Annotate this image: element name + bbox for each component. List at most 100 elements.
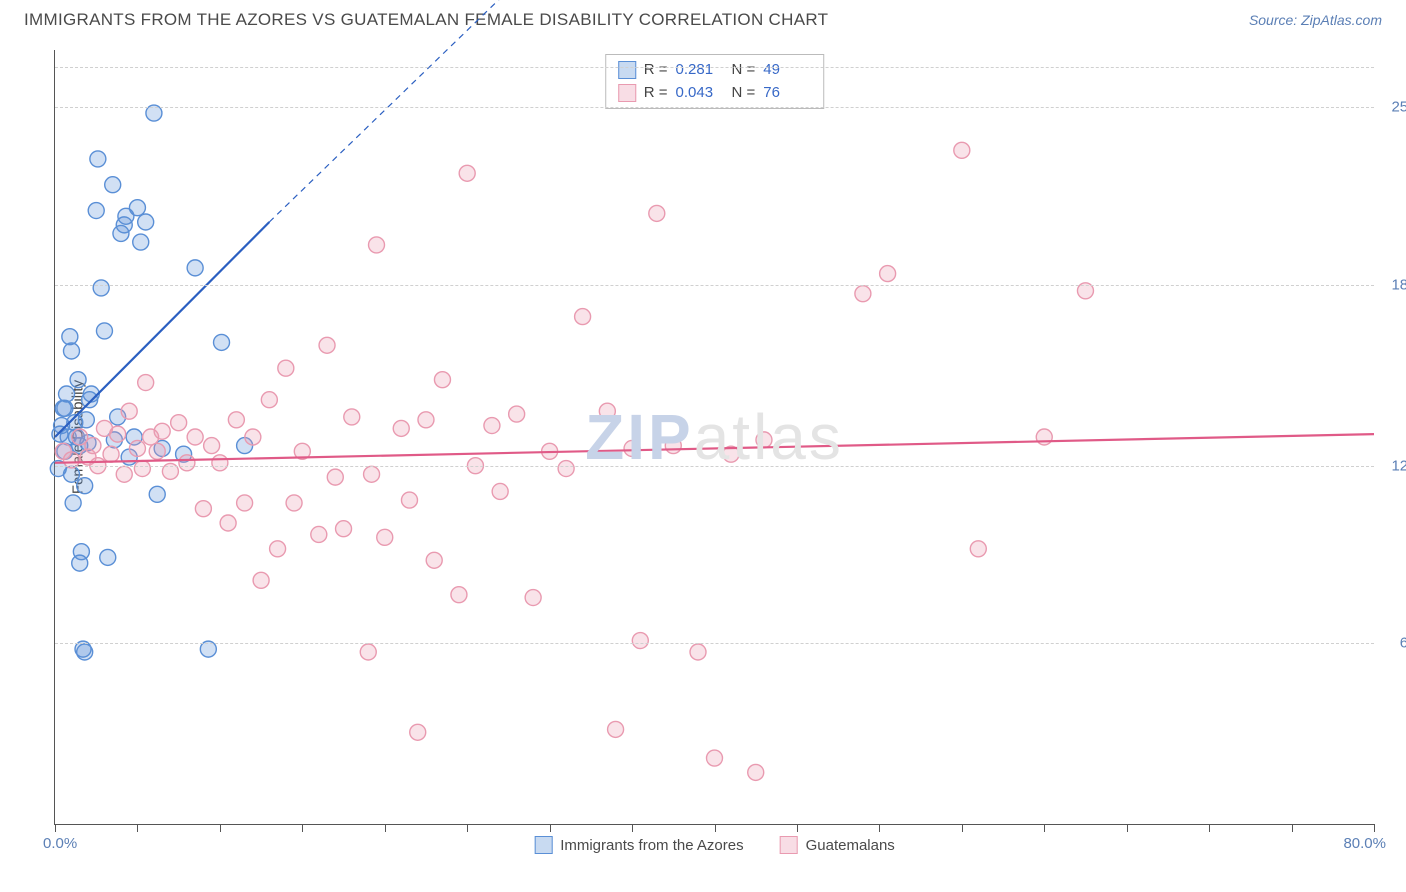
x-tick (1209, 824, 1210, 832)
y-tick-label: 25.0% (1379, 99, 1406, 116)
data-point-guatemalans (748, 764, 764, 780)
series-legend: Immigrants from the Azores Guatemalans (534, 836, 895, 854)
data-point-azores (93, 280, 109, 296)
plot-area: Female Disability ZIPatlas R =0.281N =49… (54, 50, 1374, 825)
data-point-guatemalans (451, 587, 467, 603)
x-tick (385, 824, 386, 832)
data-point-guatemalans (237, 495, 253, 511)
data-point-guatemalans (558, 461, 574, 477)
swatch-guatemalans (618, 84, 636, 102)
data-point-guatemalans (319, 337, 335, 353)
data-point-guatemalans (138, 375, 154, 391)
data-point-guatemalans (154, 423, 170, 439)
x-tick (220, 824, 221, 832)
x-tick (1127, 824, 1128, 832)
data-point-azores (73, 544, 89, 560)
data-point-guatemalans (649, 205, 665, 221)
stats-row-guatemalans: R =0.043N =76 (618, 82, 812, 105)
data-point-guatemalans (116, 466, 132, 482)
gridline (55, 466, 1374, 467)
data-point-guatemalans (278, 360, 294, 376)
y-tick-label: 6.3% (1379, 635, 1406, 652)
data-point-guatemalans (129, 440, 145, 456)
data-point-azores (133, 234, 149, 250)
data-point-azores (149, 486, 165, 502)
data-point-guatemalans (121, 403, 137, 419)
data-point-guatemalans (632, 633, 648, 649)
data-point-azores (187, 260, 203, 276)
data-point-azores (62, 329, 78, 345)
data-point-guatemalans (270, 541, 286, 557)
source-attribution: Source: ZipAtlas.com (1249, 12, 1382, 28)
data-point-guatemalans (707, 750, 723, 766)
gridline (55, 67, 1374, 68)
chart-title: IMMIGRANTS FROM THE AZORES VS GUATEMALAN… (24, 10, 828, 30)
swatch-azores (618, 61, 636, 79)
data-point-guatemalans (327, 469, 343, 485)
x-tick (962, 824, 963, 832)
data-point-guatemalans (179, 455, 195, 471)
data-point-guatemalans (459, 165, 475, 181)
data-point-azores (214, 334, 230, 350)
x-tick (302, 824, 303, 832)
data-point-guatemalans (220, 515, 236, 531)
data-point-guatemalans (690, 644, 706, 660)
data-point-guatemalans (195, 501, 211, 517)
data-point-azores (77, 644, 93, 660)
data-point-guatemalans (261, 392, 277, 408)
correlation-stats-box: R =0.281N =49R =0.043N =76 (605, 54, 825, 109)
stats-row-azores: R =0.281N =49 (618, 59, 812, 82)
x-tick (1044, 824, 1045, 832)
data-point-guatemalans (311, 526, 327, 542)
data-point-guatemalans (360, 644, 376, 660)
data-point-guatemalans (85, 438, 101, 454)
data-point-guatemalans (401, 492, 417, 508)
data-point-guatemalans (204, 438, 220, 454)
data-point-azores (63, 466, 79, 482)
data-point-guatemalans (377, 529, 393, 545)
data-point-guatemalans (426, 552, 442, 568)
x-tick (1292, 824, 1293, 832)
data-point-guatemalans (756, 432, 772, 448)
legend-label-guatemalans: Guatemalans (806, 837, 895, 854)
n-value-azores: 49 (763, 59, 811, 82)
data-point-guatemalans (509, 406, 525, 422)
data-point-guatemalans (149, 443, 165, 459)
data-point-azores (88, 203, 104, 219)
data-point-guatemalans (212, 455, 228, 471)
data-point-guatemalans (855, 286, 871, 302)
data-point-azores (78, 412, 94, 428)
x-tick (550, 824, 551, 832)
r-label: R = (644, 59, 668, 82)
n-value-guatemalans: 76 (763, 82, 811, 105)
x-tick (715, 824, 716, 832)
legend-label-azores: Immigrants from the Azores (560, 837, 743, 854)
x-tick (137, 824, 138, 832)
data-point-guatemalans (624, 440, 640, 456)
data-point-guatemalans (525, 590, 541, 606)
data-point-azores (59, 386, 75, 402)
data-point-azores (96, 323, 112, 339)
data-point-azores (90, 151, 106, 167)
gridline (55, 643, 1374, 644)
data-point-guatemalans (665, 438, 681, 454)
data-point-azores (105, 177, 121, 193)
data-point-azores (65, 495, 81, 511)
data-point-guatemalans (954, 142, 970, 158)
data-point-guatemalans (171, 415, 187, 431)
x-axis-max: 80.0% (1343, 835, 1386, 852)
data-point-guatemalans (253, 572, 269, 588)
data-point-guatemalans (410, 724, 426, 740)
data-point-guatemalans (484, 418, 500, 434)
data-point-azores (57, 400, 73, 416)
data-point-guatemalans (393, 420, 409, 436)
data-point-guatemalans (970, 541, 986, 557)
data-point-guatemalans (336, 521, 352, 537)
data-point-azores (100, 549, 116, 565)
x-tick (632, 824, 633, 832)
data-point-guatemalans (418, 412, 434, 428)
data-point-guatemalans (599, 403, 615, 419)
data-point-guatemalans (103, 446, 119, 462)
data-point-guatemalans (134, 461, 150, 477)
r-value-guatemalans: 0.043 (676, 82, 724, 105)
